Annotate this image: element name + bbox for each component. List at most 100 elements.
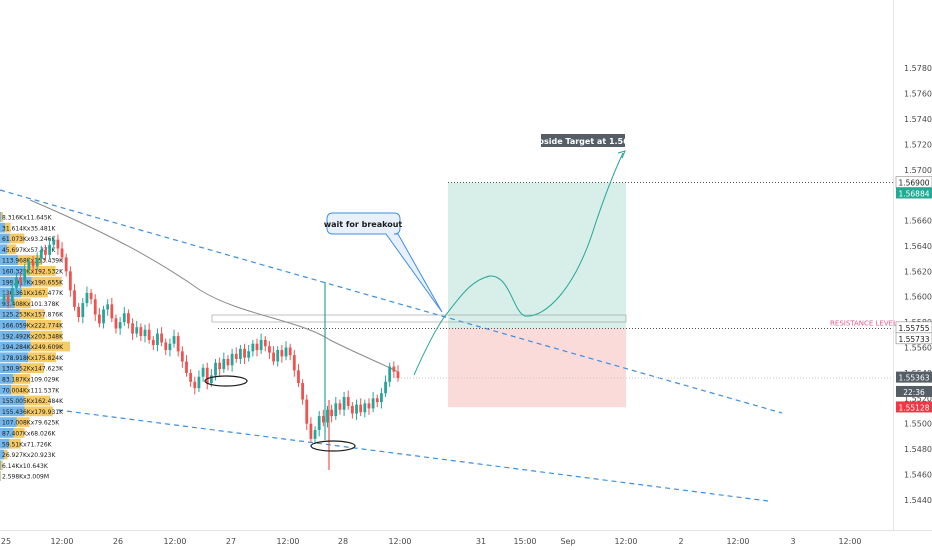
price-tick-label: 1.57600: [904, 90, 932, 99]
candle-body: [160, 333, 163, 343]
candle-body: [272, 352, 275, 362]
candle-body: [263, 339, 267, 347]
candle-body: [172, 336, 176, 344]
price-label-text: 1.55733: [898, 335, 929, 344]
candle-body: [89, 292, 93, 300]
candle-body: [168, 343, 172, 351]
volume-bar-buy: [0, 374, 14, 384]
time-tick-label: 12:00: [163, 537, 186, 546]
volume-bar-buy: [0, 255, 18, 265]
candle-body: [73, 290, 76, 307]
volume-bar-buy: [0, 363, 21, 373]
candle-body: [6, 295, 10, 302]
candle-body: [205, 367, 209, 384]
volume-bar-buy: [0, 212, 2, 222]
candle-body: [151, 339, 155, 345]
candle-body: [197, 376, 201, 389]
time-axis[interactable]: 25 12:00 26 12:00 27 12:00 28 12:00 31 15:00 Sep 12…: [1, 537, 862, 546]
candlesticks[interactable]: [2, 234, 400, 470]
time-tick-label: 12:00: [50, 537, 73, 546]
time-tick-label: 2: [678, 537, 683, 546]
stop-loss-zone[interactable]: [448, 328, 626, 408]
price-tick-label: 1.57400: [904, 115, 932, 124]
volume-bar-sell: [31, 276, 62, 287]
volume-bar-sell: [11, 384, 29, 395]
candle-body: [367, 403, 371, 409]
price-tick-label: 1.54400: [904, 496, 932, 505]
target-label-box: [541, 134, 625, 147]
volume-row-label: 83.187Kx109.029K: [2, 377, 60, 384]
candle-body: [64, 257, 68, 272]
projection-path[interactable]: [413, 152, 624, 376]
candle-body: [214, 362, 217, 376]
price-label-text: 1.55128: [898, 403, 929, 412]
volume-row-label: 2.598Kx3.009M: [2, 474, 49, 481]
candle-body: [209, 375, 213, 384]
callout[interactable]: wait for breakout: [324, 212, 443, 313]
time-tick-label: Sep: [560, 537, 575, 546]
volume-bar-buy: [0, 449, 5, 460]
candle-body: [143, 329, 147, 337]
time-tick-label: 3: [790, 537, 795, 546]
candle-body: [234, 353, 238, 359]
candle-body: [284, 347, 288, 357]
upper-trendline[interactable]: [0, 189, 783, 414]
price-tick-label: 1.55600: [904, 344, 932, 353]
time-tick-label: 28: [338, 537, 348, 546]
lower-trendline[interactable]: [57, 409, 769, 502]
candle-body: [77, 306, 81, 318]
volume-bar-sell: [28, 352, 56, 363]
price-label-box: [896, 401, 932, 413]
volume-bar-buy: [0, 309, 20, 319]
volume-bar-buy: [0, 417, 17, 427]
candle-body: [268, 346, 271, 353]
price-tick-label: 1.57000: [904, 166, 932, 175]
volume-bar-buy: [0, 438, 10, 449]
candle-body: [301, 383, 305, 400]
candle-body: [135, 327, 139, 334]
volume-bar-sell: [13, 374, 31, 384]
candle-body: [10, 287, 14, 302]
time-tick-label: 31: [476, 537, 486, 546]
candle-body: [309, 423, 313, 439]
candle-body: [52, 239, 56, 245]
target-label[interactable]: Upside Target at 1.569: [532, 134, 635, 147]
candle-body: [122, 313, 126, 323]
price-tick-label: 1.57200: [904, 140, 932, 149]
candle-body: [305, 399, 309, 424]
volume-bar-sell: [21, 287, 48, 298]
price-tick-label: 1.56000: [904, 293, 932, 302]
candle-body: [48, 244, 52, 255]
volume-row-label: 125.253Kx157.876K: [2, 312, 64, 319]
volume-row-label: 155.005Kx162.484K: [2, 398, 64, 405]
volume-bar-buy: [0, 287, 22, 298]
candle-body: [35, 258, 39, 267]
candle-body: [292, 355, 296, 371]
volume-row-label: 61.073Kx93.246K: [2, 236, 56, 243]
support-low-marker-2: [310, 440, 356, 452]
candle-body: [243, 348, 246, 358]
candle-body: [19, 277, 22, 282]
candle-body: [23, 270, 27, 282]
volume-row-label: 155.436Kx179.931K: [2, 409, 64, 416]
resistance-box: [211, 314, 627, 323]
candle-body: [247, 351, 251, 358]
price-tick-label: 1.55000: [904, 420, 932, 429]
candle-body: [139, 327, 143, 337]
volume-bar-sell: [4, 222, 11, 233]
candle-body: [68, 271, 72, 291]
candle-body: [259, 339, 263, 351]
candle-body: [375, 398, 379, 403]
candle-body: [350, 405, 354, 414]
volume-bar-sell: [24, 395, 51, 406]
candle-body: [193, 381, 197, 389]
candle-body: [380, 393, 383, 403]
volume-row-label: 194.284Kx249.609K: [2, 344, 64, 351]
volume-row-label: 31.614Kx35.481K: [2, 225, 56, 232]
target-zone[interactable]: [448, 182, 626, 329]
callout-text: wait for breakout: [324, 220, 403, 229]
volume-bar-sell: [30, 330, 63, 341]
volume-bar-buy: [0, 384, 12, 395]
candle-body: [334, 403, 338, 417]
